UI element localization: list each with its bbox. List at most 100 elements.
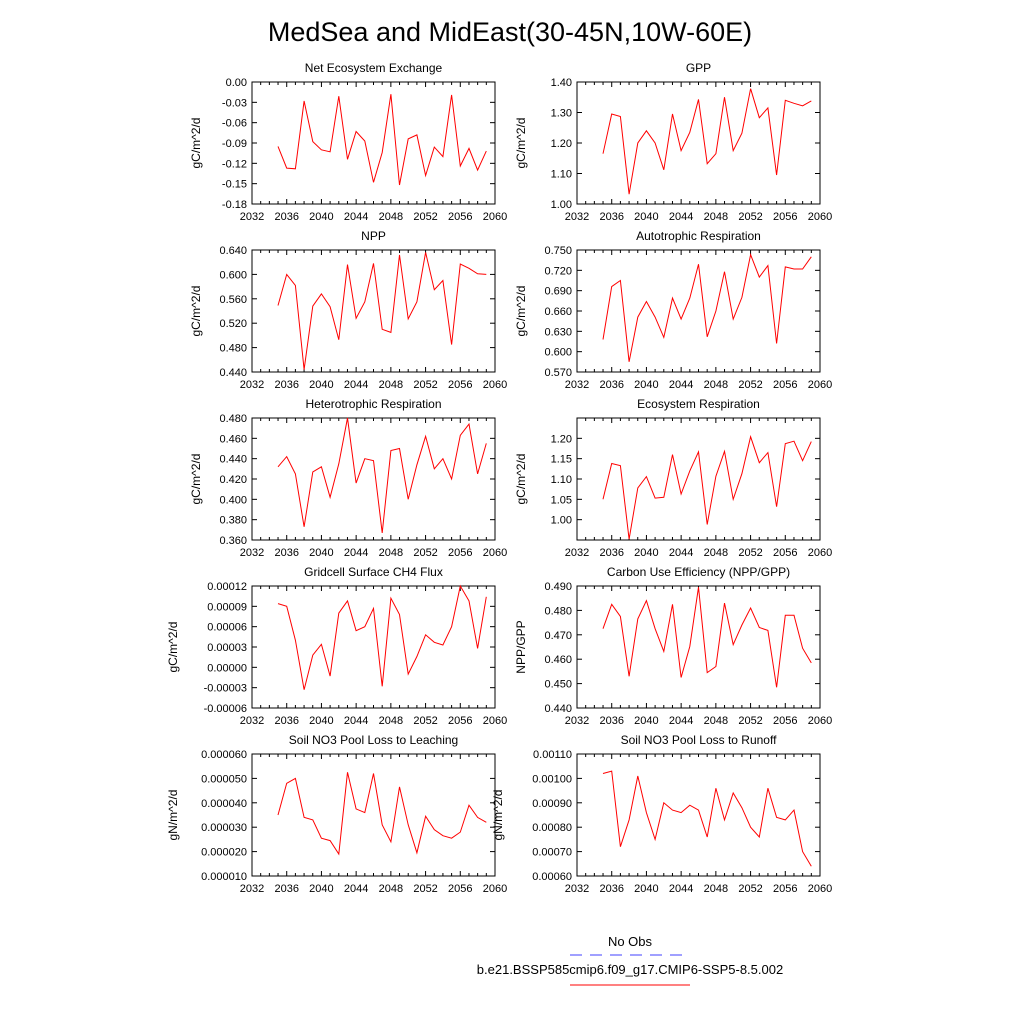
chart-panel: GPP 2032 2036 2040 2044 2048 2052 2056 2060 1.40 1… — [514, 61, 832, 223]
x-tick-label: 2032 — [565, 715, 589, 727]
panel-grid: Net Ecosystem Exchange 2032 2036 2040 2044 20… — [166, 61, 832, 895]
x-tick-label: 2044 — [669, 715, 693, 727]
y-tick-label: 1.20 — [551, 433, 572, 445]
y-tick-label: 0.380 — [219, 515, 247, 527]
x-tick-label: 2052 — [738, 715, 762, 727]
y-tick-label: 0.00100 — [532, 773, 572, 785]
x-tick-label: 2048 — [704, 211, 728, 223]
y-tick-label: 0.460 — [544, 654, 572, 666]
x-tick-label: 2048 — [704, 379, 728, 391]
y-tick-label: 0.00009 — [207, 601, 247, 613]
x-tick-label: 2060 — [483, 379, 507, 391]
plot-frame — [251, 417, 496, 541]
x-tick-label: 2036 — [274, 547, 298, 559]
y-tick-label: -0.12 — [222, 158, 247, 170]
series-line — [277, 94, 487, 186]
y-tick-label: -0.03 — [222, 97, 247, 109]
y-tick-label: 0.00012 — [207, 581, 247, 593]
x-tick-label: 2044 — [669, 883, 693, 895]
y-tick-label: -0.18 — [222, 199, 247, 211]
y-tick-label: 0.480 — [219, 413, 247, 425]
x-tick-label: 2032 — [565, 883, 589, 895]
y-tick-label: 0.720 — [544, 265, 572, 277]
x-tick-label: 2032 — [240, 547, 264, 559]
y-tick-label: 0.640 — [219, 245, 247, 257]
x-tick-label: 2040 — [634, 547, 658, 559]
y-axis-label: gN/m^2/d — [491, 790, 505, 841]
x-tick-label: 2052 — [413, 883, 437, 895]
y-tick-label: -0.15 — [222, 179, 247, 191]
y-tick-label: -0.00006 — [204, 703, 247, 715]
x-tick-label: 2056 — [773, 379, 797, 391]
x-tick-label: 2048 — [379, 547, 403, 559]
x-tick-label: 2036 — [274, 883, 298, 895]
x-tick-label: 2032 — [240, 883, 264, 895]
x-tick-label: 2060 — [483, 547, 507, 559]
x-tick-label: 2056 — [448, 211, 472, 223]
x-tick-label: 2052 — [413, 211, 437, 223]
series-line — [602, 252, 812, 362]
y-tick-label: 0.570 — [544, 367, 572, 379]
y-tick-label: -0.00003 — [204, 683, 247, 695]
x-tick-label: 2032 — [565, 211, 589, 223]
x-tick-label: 2060 — [808, 715, 832, 727]
x-tick-label: 2044 — [344, 211, 368, 223]
x-tick-label: 2048 — [379, 211, 403, 223]
y-axis-label: gC/m^2/d — [514, 286, 528, 337]
x-tick-label: 2056 — [773, 547, 797, 559]
x-tick-label: 2044 — [344, 883, 368, 895]
figure-title: MedSea and MidEast(30-45N,10W-60E) — [268, 17, 752, 47]
y-tick-label: 0.000020 — [201, 847, 247, 859]
y-tick-label: 0.460 — [219, 433, 247, 445]
chart-panel: Heterotrophic Respiration 2032 2036 2040 204… — [189, 397, 507, 559]
y-tick-label: 0.00060 — [532, 871, 572, 883]
y-tick-label: 0.00090 — [532, 798, 572, 810]
x-tick-label: 2032 — [240, 211, 264, 223]
y-tick-label: 0.000010 — [201, 871, 247, 883]
series-line — [602, 434, 812, 540]
y-tick-label: 1.10 — [551, 474, 572, 486]
x-tick-label: 2056 — [773, 883, 797, 895]
legend-label-no-obs: No Obs — [608, 934, 653, 949]
y-tick-label: -0.06 — [222, 118, 247, 130]
y-tick-label: 1.40 — [551, 77, 572, 89]
y-tick-label: 0.440 — [219, 367, 247, 379]
x-tick-label: 2048 — [379, 883, 403, 895]
y-tick-label: 0.000040 — [201, 798, 247, 810]
x-tick-label: 2052 — [413, 547, 437, 559]
chart-panel: Ecosystem Respiration 2032 2036 2040 2044 204… — [514, 397, 832, 559]
x-tick-label: 2040 — [309, 211, 333, 223]
panel-title: Heterotrophic Respiration — [305, 397, 441, 411]
y-tick-label: 0.00070 — [532, 847, 572, 859]
x-tick-label: 2040 — [634, 715, 658, 727]
y-tick-label: 1.00 — [551, 515, 572, 527]
y-tick-label: 0.00080 — [532, 822, 572, 834]
series-line — [602, 88, 812, 195]
y-tick-label: 1.00 — [551, 199, 572, 211]
y-tick-label: 0.00 — [226, 77, 247, 89]
series-line — [277, 772, 487, 856]
plot-frame — [576, 417, 821, 541]
x-tick-label: 2060 — [483, 883, 507, 895]
x-tick-label: 2056 — [448, 547, 472, 559]
x-tick-label: 2048 — [379, 379, 403, 391]
plot-frame — [251, 753, 496, 877]
plot-frame — [576, 753, 821, 877]
plot-frame — [576, 585, 821, 709]
y-tick-label: 0.560 — [219, 294, 247, 306]
y-tick-label: 0.750 — [544, 245, 572, 257]
x-tick-label: 2036 — [274, 379, 298, 391]
y-tick-label: 0.00006 — [207, 622, 247, 634]
x-tick-label: 2052 — [413, 715, 437, 727]
y-tick-label: 1.30 — [551, 108, 572, 120]
y-tick-label: 0.000030 — [201, 822, 247, 834]
y-tick-label: 1.20 — [551, 138, 572, 150]
x-tick-label: 2052 — [738, 547, 762, 559]
x-tick-label: 2036 — [599, 883, 623, 895]
x-tick-label: 2040 — [309, 715, 333, 727]
panel-title: Soil NO3 Pool Loss to Runoff — [621, 733, 778, 747]
x-tick-label: 2032 — [565, 547, 589, 559]
x-tick-label: 2044 — [344, 715, 368, 727]
y-tick-label: 0.690 — [544, 286, 572, 298]
x-tick-label: 2060 — [808, 883, 832, 895]
